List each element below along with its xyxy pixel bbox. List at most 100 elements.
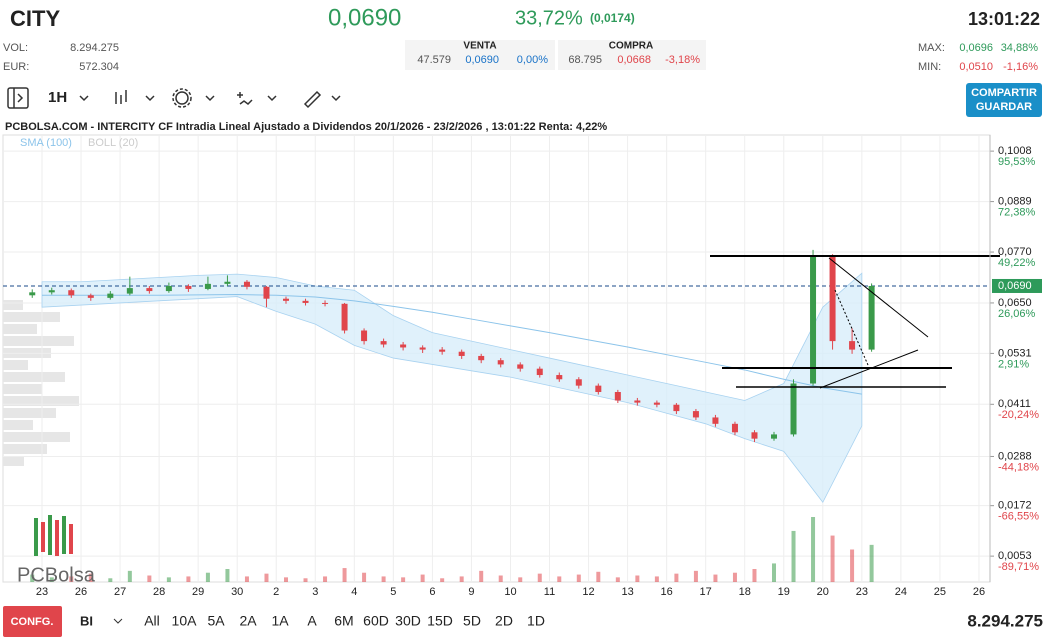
volume-bar [69,576,74,582]
eur: 572.304 [79,61,119,73]
period-button[interactable]: A [307,613,317,629]
candle-body [673,404,680,412]
volume-profile [3,300,23,310]
time: 13:01:22 [968,9,1040,29]
y-tick-label: 0,0531 [998,347,1032,359]
period-button[interactable]: 30D [395,613,421,629]
volume-bar [127,570,132,582]
candle-body [263,286,270,299]
period-button[interactable]: 2D [495,613,513,629]
x-tick-label: 20 [817,586,829,598]
x-tick-label: 26 [75,586,87,598]
volume-bar [459,576,464,582]
candle-body [614,392,621,401]
venta-qty: 47.579 [417,54,451,66]
candle-body [68,290,75,296]
period-button[interactable]: 10A [172,613,198,629]
sma-line [42,293,862,395]
config-button[interactable] [3,606,62,637]
period-button[interactable]: 60D [363,613,389,629]
volume-bar [713,574,718,582]
compra-pct: -3,18% [665,54,700,66]
x-tick-label: 17 [700,586,712,598]
vol: 8.294.275 [70,42,119,54]
mode[interactable]: BI [80,613,93,628]
toolbar-icons[interactable] [7,87,341,109]
period-button[interactable]: 5A [207,613,225,629]
candle-body [224,281,231,284]
period-button[interactable]: 15D [427,613,453,629]
candle-body [712,417,719,424]
share-button[interactable] [966,83,1042,117]
volume-profile [3,324,37,334]
y-tick-label: 0,1008 [998,145,1032,157]
y2-tick-label: 2,91% [998,358,1029,370]
candle-body [575,379,582,386]
period-button[interactable]: 1A [271,613,289,629]
x-tick-label: 18 [739,586,751,598]
change-pct: 33,72% [515,7,583,29]
volume-profile [3,432,70,442]
bollinger-band [41,272,863,504]
volume-bar [186,576,191,582]
volume-bar [225,569,230,582]
y-tick-label: 0,0172 [998,500,1032,512]
volume-bar [381,576,386,582]
x-tick-label: 6 [429,586,435,598]
max: 0,0696 [959,42,993,54]
candle-body [146,288,153,292]
candle-body [692,411,699,418]
volume-bar [752,569,757,582]
candle-body [849,341,856,350]
x-tick-label: 16 [661,586,673,598]
save-text[interactable]: GUARDAR [976,101,1032,113]
volume-bar [869,544,874,582]
x-tick-label: 11 [544,586,555,598]
min: 0,0510 [959,61,993,73]
volume-bar [537,573,542,582]
compra-box [558,40,706,70]
chart-layer [2,134,991,583]
period-button[interactable]: 1D [527,613,545,629]
candle-body [419,347,426,350]
x-tick-label: 26 [973,586,985,598]
volume-bar [342,568,347,582]
mode-caret[interactable] [113,618,123,624]
candle-body [653,402,660,405]
candle-body [204,283,211,289]
y-tick-label: 0,0770 [998,246,1032,258]
min-label: MIN: [918,61,941,73]
share-text[interactable]: COMPARTIR [971,87,1037,99]
y-tick-label: 0,0889 [998,195,1032,207]
x-tick-label: 25 [934,586,946,598]
volume-bar [303,578,308,582]
volume-bar [596,571,601,582]
volume-bar [362,572,367,582]
period-button[interactable]: 5D [463,613,481,629]
x-tick-label: 4 [351,586,357,598]
x-tick-label: 5 [390,586,396,598]
volume-profile [3,360,28,370]
volume-profile [3,396,79,406]
y-tick-label: 0,0411 [998,398,1031,410]
footer-volume: 8.294.275 [967,611,1043,630]
candle-body [634,400,641,403]
period-button[interactable]: All [144,613,160,629]
period-button[interactable]: 6M [334,613,353,629]
interval[interactable]: 1H [48,89,67,106]
candle-body [731,423,738,433]
period-button[interactable]: 2A [239,613,257,629]
candle-body [439,349,446,352]
x-tick-label: 9 [468,586,474,598]
y2-tick-label: 26,06% [998,308,1036,320]
y2-tick-label: -44,18% [998,461,1039,473]
x-tick-label: 24 [895,586,907,598]
venta-price: 0,0690 [465,54,499,66]
y2-tick-label: 49,22% [998,257,1036,269]
candle-body [790,383,797,435]
volume-bar [479,570,484,582]
candle-body [751,432,758,439]
volume-bar [635,575,640,582]
config-text[interactable]: CONFG. [11,616,54,628]
